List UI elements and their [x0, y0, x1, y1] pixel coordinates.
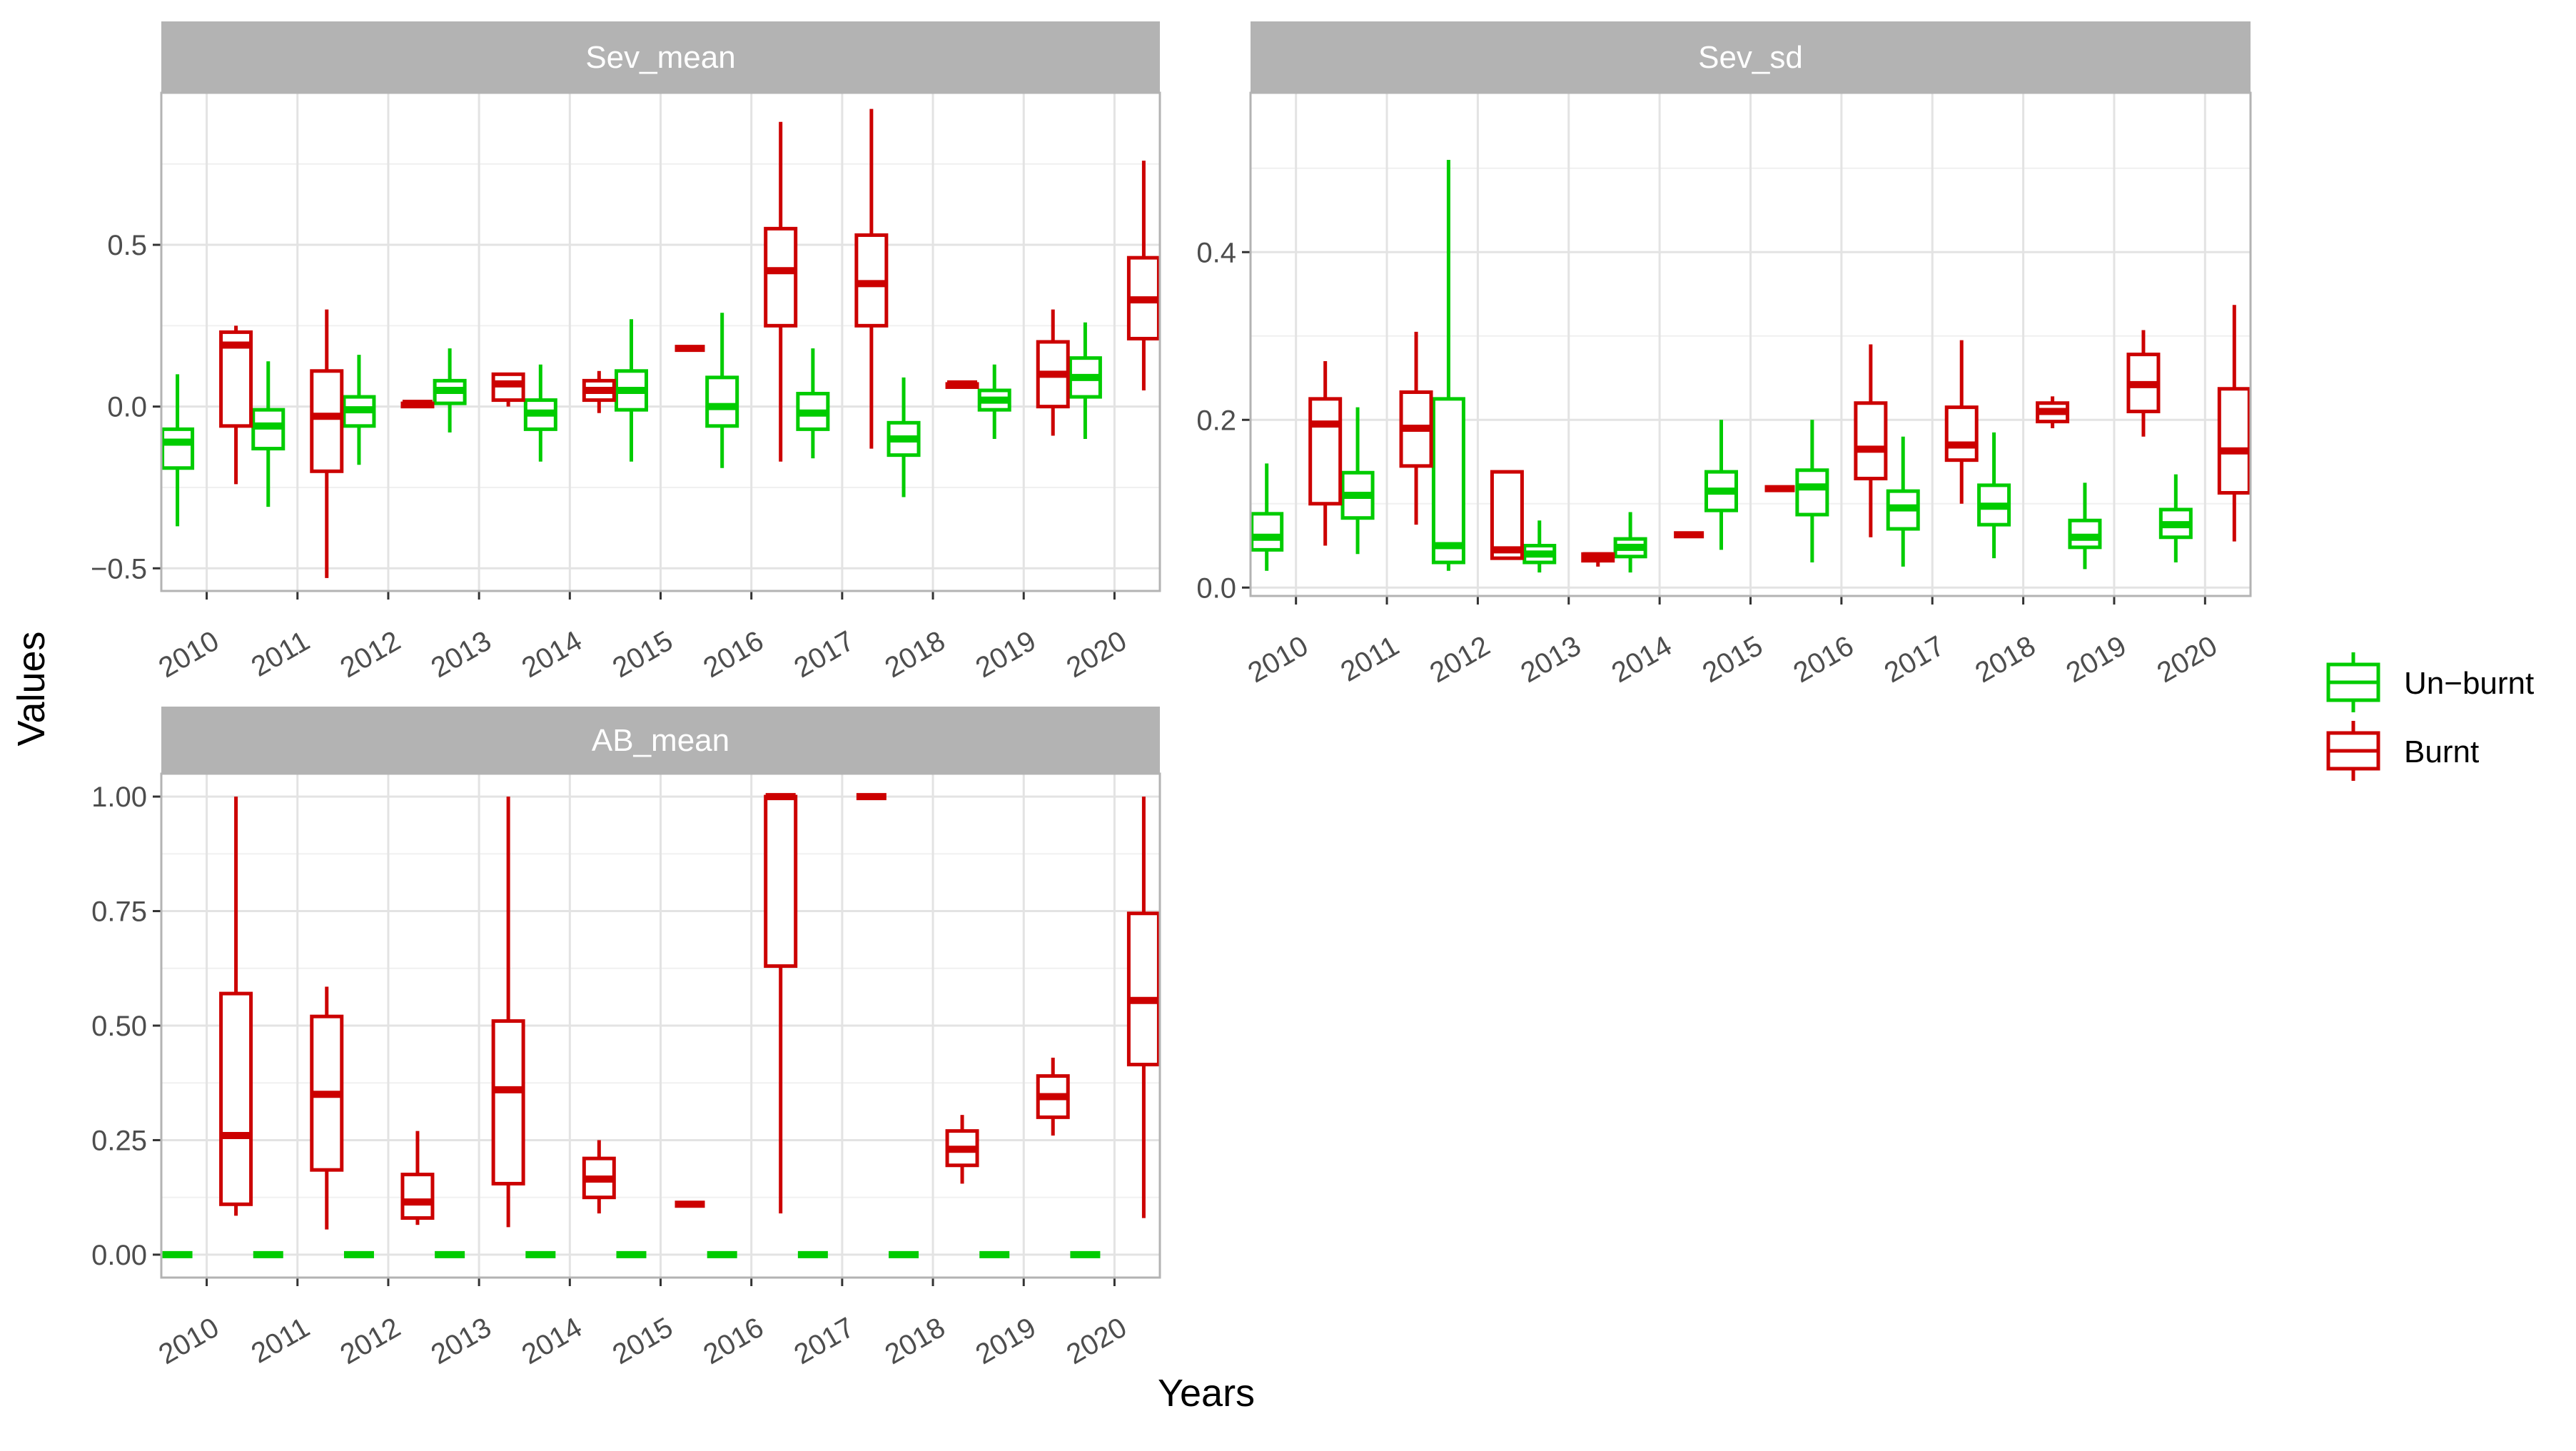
- box-body: [2217, 387, 2251, 495]
- x-axis-title: Years: [1158, 1372, 1255, 1415]
- y-axis-title: Values: [10, 631, 53, 746]
- box-burnt-2016: [1854, 344, 1888, 537]
- box-unburnt-2020: [2158, 474, 2193, 562]
- y-tick-label: 0.25: [91, 1125, 147, 1156]
- box-burnt-2019: [2126, 330, 2161, 437]
- box-unburnt-2013: [1522, 520, 1557, 573]
- box-body: [1795, 468, 1829, 517]
- box-unburnt-2019: [977, 364, 1011, 439]
- box-burnt-2019: [1036, 1057, 1070, 1136]
- box-body: [219, 991, 253, 1206]
- box-burnt-2012: [1490, 470, 1524, 560]
- box-unburnt-2018: [1977, 432, 2011, 559]
- box-body: [310, 369, 344, 473]
- box-burnt-2010: [219, 325, 253, 485]
- box-burnt-2013: [491, 372, 525, 407]
- box-body: [764, 226, 798, 328]
- facet-title: Sev_sd: [1698, 40, 1803, 75]
- legend: Un−burnt Burnt: [2326, 652, 2534, 781]
- box-burnt-2018: [945, 380, 979, 389]
- box-unburnt-2012: [342, 355, 376, 465]
- box-burnt-2011: [310, 309, 344, 578]
- y-tick-label: 0.75: [91, 896, 147, 928]
- box-unburnt-2016: [1795, 420, 1829, 562]
- y-tick-label: 1.00: [91, 782, 147, 813]
- box-body: [1250, 512, 1284, 552]
- y-tick-label: 0.4: [1196, 237, 1236, 268]
- box-burnt-2013: [1581, 552, 1615, 567]
- y-tick-label: −0.5: [91, 553, 147, 585]
- box-body: [705, 375, 739, 428]
- box-unburnt-2015: [615, 319, 648, 462]
- box-burnt-2019: [1036, 309, 1070, 436]
- box-burnt-2018: [945, 1115, 979, 1184]
- box-burnt-2010: [219, 797, 253, 1216]
- box-body: [764, 794, 798, 969]
- box-body: [1854, 401, 1888, 480]
- facet-strip: [161, 707, 1160, 774]
- box-burnt-2020: [2217, 305, 2251, 542]
- box-body: [1490, 470, 1524, 560]
- facet-strip: [1251, 21, 2251, 93]
- box-burnt-2016: [764, 793, 798, 1214]
- facet-title: AB_mean: [592, 723, 729, 758]
- panel-border: [160, 772, 1161, 1279]
- facet-strip: [161, 21, 1160, 93]
- box-unburnt-2010: [161, 374, 195, 527]
- y-tick-label: 0.00: [91, 1240, 147, 1271]
- box-unburnt-2014: [523, 364, 557, 462]
- box-unburnt-2010: [1250, 463, 1284, 571]
- y-tick-label: 0.0: [1196, 572, 1236, 604]
- box-unburnt-2019: [2068, 482, 2102, 570]
- y-tick-label: 0.5: [107, 230, 147, 261]
- box-burnt-2018: [2036, 396, 2070, 428]
- panel-border: [1249, 91, 2252, 597]
- box-burnt-2017: [854, 108, 889, 449]
- y-tick-label: 0.0: [107, 392, 147, 423]
- box-unburnt-2011: [1340, 407, 1375, 555]
- legend-label-unburnt: Un−burnt: [2404, 666, 2534, 701]
- box-unburnt-2017: [1886, 436, 1920, 567]
- y-tick-label: 0.50: [91, 1011, 147, 1042]
- box-burnt-2013: [491, 797, 525, 1228]
- box-unburnt-2011: [251, 361, 286, 507]
- box-unburnt-2014: [1613, 512, 1647, 573]
- box-burnt-2012: [400, 400, 435, 409]
- box-body: [400, 1173, 435, 1220]
- box-unburnt-2015: [1704, 420, 1738, 550]
- box-unburnt-2018: [887, 377, 921, 497]
- legend-key-unburnt: [2326, 652, 2380, 712]
- box-body: [491, 1019, 525, 1185]
- legend-key-burnt: [2326, 721, 2380, 781]
- box-body: [1944, 405, 1979, 462]
- box-burnt-2017: [1944, 340, 1979, 504]
- box-burnt-2014: [582, 1140, 616, 1214]
- box-unburnt-2016: [705, 313, 739, 468]
- box-unburnt-2013: [433, 348, 467, 433]
- facet-title: Sev_mean: [585, 40, 735, 75]
- box-unburnt-2012: [1431, 160, 1465, 571]
- box-burnt-2010: [1308, 361, 1343, 546]
- box-burnt-2016: [764, 121, 798, 462]
- panel-border: [160, 91, 1161, 592]
- box-unburnt-2020: [1068, 322, 1102, 439]
- box-body: [1126, 911, 1161, 1067]
- box-burnt-2012: [400, 1131, 435, 1225]
- box-burnt-2020: [1126, 161, 1161, 390]
- y-tick-label: 0.2: [1196, 405, 1236, 436]
- box-body: [161, 427, 195, 470]
- box-unburnt-2017: [796, 348, 830, 459]
- box-burnt-2014: [582, 370, 616, 413]
- box-burnt-2011: [1399, 331, 1433, 525]
- box-burnt-2011: [310, 986, 344, 1230]
- box-burnt-2020: [1126, 797, 1161, 1218]
- box-body: [1431, 397, 1465, 565]
- box-body: [1308, 397, 1343, 506]
- legend-label-burnt: Burnt: [2404, 734, 2479, 769]
